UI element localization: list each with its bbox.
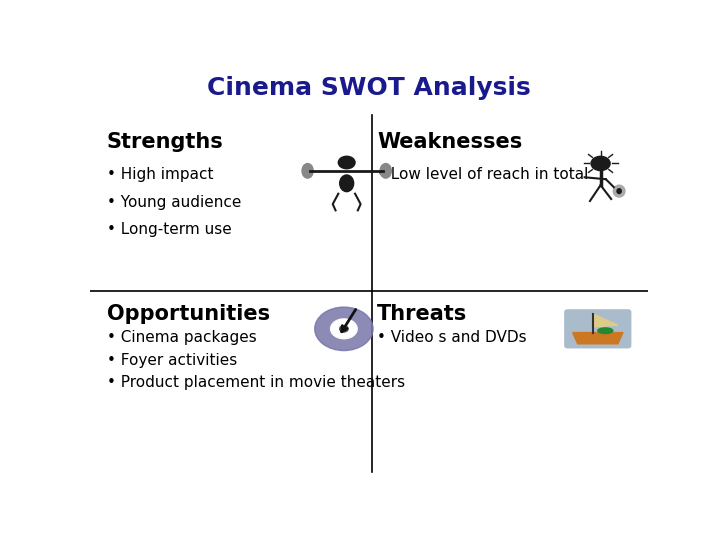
- Text: • Cinema packages: • Cinema packages: [107, 329, 256, 345]
- Text: • Video s and DVDs: • Video s and DVDs: [377, 329, 527, 345]
- Polygon shape: [593, 314, 618, 327]
- Text: • Young audience: • Young audience: [107, 194, 241, 210]
- Text: Strengths: Strengths: [107, 132, 223, 152]
- Ellipse shape: [340, 175, 354, 192]
- Ellipse shape: [380, 164, 392, 178]
- Text: • High impact: • High impact: [107, 167, 213, 183]
- Text: Cinema SWOT Analysis: Cinema SWOT Analysis: [207, 76, 531, 100]
- Circle shape: [330, 319, 357, 339]
- Ellipse shape: [302, 164, 313, 178]
- Ellipse shape: [617, 188, 621, 193]
- Text: Weaknesses: Weaknesses: [377, 132, 523, 152]
- Text: • Foyer activities: • Foyer activities: [107, 353, 237, 368]
- Text: Threats: Threats: [377, 304, 467, 325]
- Circle shape: [591, 157, 610, 171]
- Text: • Product placement in movie theaters: • Product placement in movie theaters: [107, 375, 405, 390]
- FancyBboxPatch shape: [565, 310, 631, 348]
- Text: Opportunities: Opportunities: [107, 304, 270, 325]
- Polygon shape: [572, 333, 623, 344]
- Text: • Low level of reach in total: • Low level of reach in total: [377, 167, 589, 183]
- Circle shape: [338, 156, 355, 169]
- Ellipse shape: [613, 185, 625, 197]
- Ellipse shape: [598, 328, 613, 334]
- Circle shape: [315, 307, 373, 350]
- Circle shape: [340, 326, 348, 332]
- Text: • Long-term use: • Long-term use: [107, 221, 232, 237]
